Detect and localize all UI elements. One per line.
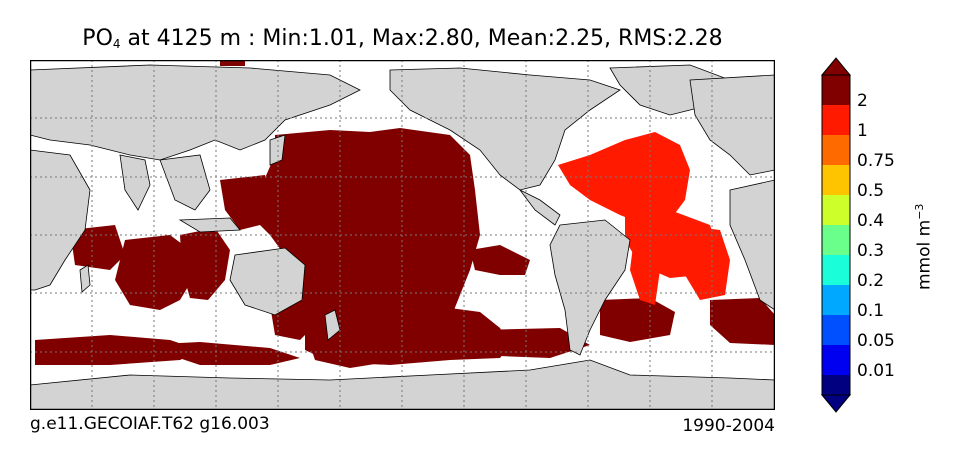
colorbar-tick-label: 1 bbox=[857, 121, 868, 141]
colorbar-swatch-8 bbox=[822, 315, 850, 345]
gridlines bbox=[30, 60, 775, 410]
colorbar-graphic bbox=[820, 57, 852, 413]
colorbar-tick-label: 0.4 bbox=[857, 211, 885, 231]
indonesia bbox=[178, 217, 241, 233]
west-pacific-region bbox=[220, 175, 270, 230]
south-atlantic-east-region bbox=[680, 225, 730, 300]
map-border bbox=[30, 60, 775, 410]
tropical-pacific-east bbox=[470, 245, 530, 275]
years-label: 1990-2004 bbox=[682, 416, 775, 436]
colorbar-swatch-1 bbox=[822, 105, 850, 135]
indian-east-region bbox=[180, 228, 230, 300]
indian-ocean-region bbox=[115, 235, 195, 310]
colorbar-swatch-4 bbox=[822, 195, 850, 225]
europe-africa-east bbox=[689, 74, 775, 176]
colorbar-swatch-5 bbox=[822, 225, 850, 255]
atlantic-phosphate-regions bbox=[558, 132, 730, 305]
south-indian-region bbox=[35, 335, 200, 365]
colorbar-tick-label: 2 bbox=[857, 91, 868, 111]
bering-region bbox=[220, 60, 245, 66]
pacific-south-region bbox=[305, 308, 510, 365]
southeast-asia bbox=[159, 154, 211, 211]
colorbar-tick-label: 0.2 bbox=[857, 271, 885, 291]
north-atlantic-region bbox=[558, 132, 690, 225]
south-pacific-region bbox=[140, 342, 300, 365]
north-america bbox=[389, 67, 621, 191]
australia bbox=[229, 247, 306, 316]
southern-ocean-east-region bbox=[480, 328, 590, 358]
colorbar-tick-label: 0.01 bbox=[857, 361, 895, 381]
colorbar-tick-label: 0.05 bbox=[857, 331, 895, 351]
high-phosphate-regions bbox=[35, 60, 775, 368]
south-america bbox=[549, 219, 631, 356]
run-id-label: g.e11.GECOIAF.T62 g16.003 bbox=[30, 414, 270, 434]
map-title: PO4 at 4125 m : Min:1.01, Max:2.80, Mean… bbox=[82, 26, 723, 51]
india bbox=[119, 154, 151, 211]
colorbar-tick-label: 0.75 bbox=[857, 151, 895, 171]
colorbar-bottom-arrow bbox=[820, 394, 852, 413]
africa-west-edge bbox=[729, 179, 775, 311]
colorbar-swatch-6 bbox=[822, 255, 850, 285]
north-pacific-region bbox=[255, 128, 480, 368]
colorbar bbox=[812, 55, 962, 415]
eurasia bbox=[30, 64, 361, 161]
colorbar-tick-label: 0.3 bbox=[857, 241, 885, 261]
world-map bbox=[30, 60, 775, 410]
central-america bbox=[519, 189, 561, 226]
southeast-atlantic-region bbox=[710, 298, 775, 345]
colorbar-unit-label: mmol m−3 bbox=[913, 203, 935, 290]
colorbar-swatch-9 bbox=[822, 345, 850, 375]
colorbar-swatch-2 bbox=[822, 135, 850, 165]
south-atlantic-region bbox=[600, 298, 675, 342]
colorbar-tick-label: 0.1 bbox=[857, 301, 885, 321]
colorbar-swatch-10 bbox=[822, 375, 850, 395]
arabian-region bbox=[70, 225, 125, 270]
colorbar-tick-label: 0.5 bbox=[857, 181, 885, 201]
colorbar-swatch-3 bbox=[822, 165, 850, 195]
map-panel bbox=[30, 60, 775, 410]
colorbar-top-arrow bbox=[820, 57, 852, 76]
colorbar-swatch-0 bbox=[822, 75, 850, 105]
colorbar-swatch-7 bbox=[822, 285, 850, 315]
africa-east bbox=[30, 149, 91, 291]
madagascar bbox=[79, 264, 91, 293]
south-atlantic-west-region bbox=[630, 230, 660, 305]
